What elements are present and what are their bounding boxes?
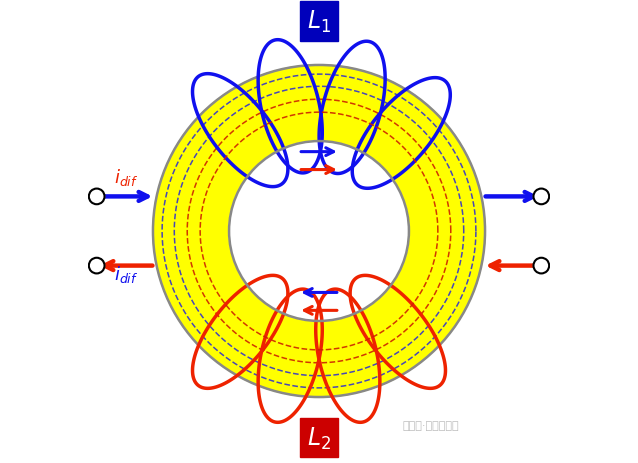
Circle shape [89,258,105,274]
Circle shape [229,142,409,321]
Text: $L_1$: $L_1$ [307,9,331,35]
Circle shape [533,258,549,274]
Text: $L_2$: $L_2$ [307,425,331,451]
Text: 公众号·硬件笔记本: 公众号·硬件笔记本 [402,420,459,430]
Text: $i_{dif}$: $i_{dif}$ [114,167,138,188]
Circle shape [89,189,105,205]
Circle shape [533,189,549,205]
Circle shape [153,66,485,397]
Text: $i_{dif}$: $i_{dif}$ [114,264,138,285]
